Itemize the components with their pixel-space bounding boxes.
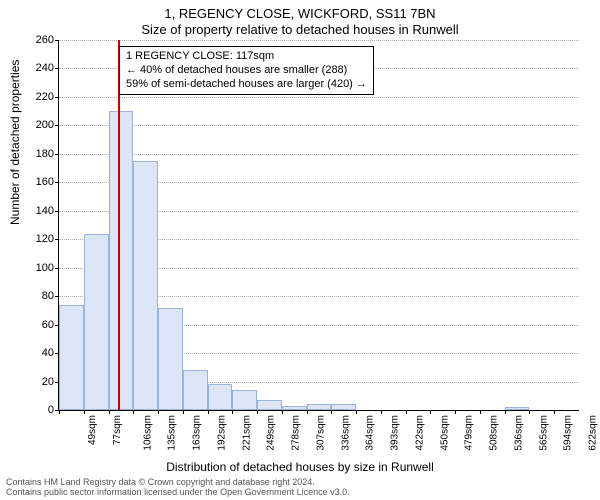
y-axis-label: Number of detached properties: [8, 60, 22, 225]
annotation-box: 1 REGENCY CLOSE: 117sqm ← 40% of detache…: [119, 46, 374, 95]
gridline: [59, 125, 579, 126]
xtick-label: 163sqm: [192, 415, 203, 451]
histogram-bar: [59, 305, 84, 410]
histogram-bar: [282, 406, 307, 410]
xtick-label: 106sqm: [142, 415, 153, 451]
annotation-line-3: 59% of semi-detached houses are larger (…: [126, 78, 367, 92]
ytick-mark: [55, 268, 59, 269]
histogram-bar: [208, 384, 233, 410]
ytick-label: 140: [36, 205, 54, 217]
xtick-mark: [158, 410, 159, 414]
x-axis-label: Distribution of detached houses by size …: [0, 460, 600, 474]
xtick-label: 221sqm: [241, 415, 252, 451]
xtick-mark: [84, 410, 85, 414]
chart-title: 1, REGENCY CLOSE, WICKFORD, SS11 7BN: [0, 6, 600, 21]
xtick-mark: [257, 410, 258, 414]
ytick-mark: [55, 239, 59, 240]
ytick-mark: [55, 40, 59, 41]
xtick-mark: [554, 410, 555, 414]
ytick-label: 80: [42, 290, 54, 302]
ytick-label: 40: [42, 347, 54, 359]
xtick-mark: [208, 410, 209, 414]
xtick-label: 307sqm: [315, 415, 326, 451]
ytick-label: 260: [36, 34, 54, 46]
histogram-bar: [257, 400, 282, 410]
histogram-bar: [109, 111, 134, 410]
xtick-label: 422sqm: [414, 415, 425, 451]
ytick-label: 120: [36, 233, 54, 245]
ytick-label: 160: [36, 176, 54, 188]
xtick-label: 77sqm: [112, 415, 123, 445]
annotation-line-2: ← 40% of detached houses are smaller (28…: [126, 64, 367, 78]
ytick-label: 220: [36, 91, 54, 103]
xtick-label: 622sqm: [588, 415, 599, 451]
histogram-bar: [158, 308, 183, 410]
xtick-mark: [232, 410, 233, 414]
xtick-mark: [331, 410, 332, 414]
xtick-mark: [430, 410, 431, 414]
ytick-mark: [55, 154, 59, 155]
plot-area: 02040608010012014016018020022024026049sq…: [58, 40, 579, 411]
attribution-footer: Contains HM Land Registry data © Crown c…: [6, 478, 350, 498]
xtick-label: 192sqm: [216, 415, 227, 451]
chart-subtitle: Size of property relative to detached ho…: [0, 22, 600, 37]
ytick-label: 200: [36, 119, 54, 131]
gridline: [59, 154, 579, 155]
histogram-bar: [183, 370, 208, 410]
xtick-mark: [381, 410, 382, 414]
reference-line: [118, 40, 120, 410]
xtick-mark: [133, 410, 134, 414]
ytick-mark: [55, 68, 59, 69]
xtick-label: 594sqm: [563, 415, 574, 451]
xtick-label: 450sqm: [439, 415, 450, 451]
histogram-bar: [232, 390, 257, 410]
annotation-line-1: 1 REGENCY CLOSE: 117sqm: [126, 50, 367, 64]
xtick-label: 479sqm: [464, 415, 475, 451]
xtick-label: 565sqm: [538, 415, 549, 451]
xtick-label: 393sqm: [390, 415, 401, 451]
ytick-mark: [55, 97, 59, 98]
xtick-mark: [455, 410, 456, 414]
ytick-mark: [55, 182, 59, 183]
xtick-mark: [356, 410, 357, 414]
chart-container: 1, REGENCY CLOSE, WICKFORD, SS11 7BN Siz…: [0, 0, 600, 500]
xtick-label: 508sqm: [489, 415, 500, 451]
xtick-mark: [505, 410, 506, 414]
histogram-bar: [84, 234, 109, 410]
histogram-bar: [505, 407, 530, 410]
xtick-label: 364sqm: [365, 415, 376, 451]
xtick-label: 49sqm: [87, 415, 98, 445]
ytick-label: 100: [36, 262, 54, 274]
footer-line-2: Contains public sector information licen…: [6, 488, 350, 498]
xtick-mark: [109, 410, 110, 414]
ytick-mark: [55, 125, 59, 126]
gridline: [59, 40, 579, 41]
xtick-label: 278sqm: [291, 415, 302, 451]
ytick-label: 180: [36, 148, 54, 160]
xtick-label: 536sqm: [514, 415, 525, 451]
gridline: [59, 97, 579, 98]
ytick-mark: [55, 296, 59, 297]
xtick-mark: [307, 410, 308, 414]
xtick-label: 336sqm: [340, 415, 351, 451]
xtick-mark: [183, 410, 184, 414]
xtick-label: 135sqm: [167, 415, 178, 451]
ytick-label: 20: [42, 376, 54, 388]
xtick-mark: [59, 410, 60, 414]
xtick-mark: [480, 410, 481, 414]
ytick-label: 60: [42, 319, 54, 331]
xtick-mark: [529, 410, 530, 414]
ytick-label: 240: [36, 62, 54, 74]
ytick-mark: [55, 211, 59, 212]
xtick-mark: [282, 410, 283, 414]
ytick-label: 0: [48, 404, 54, 416]
histogram-bar: [307, 404, 332, 410]
histogram-bar: [133, 161, 158, 410]
xtick-mark: [406, 410, 407, 414]
histogram-bar: [331, 404, 356, 410]
xtick-label: 249sqm: [266, 415, 277, 451]
